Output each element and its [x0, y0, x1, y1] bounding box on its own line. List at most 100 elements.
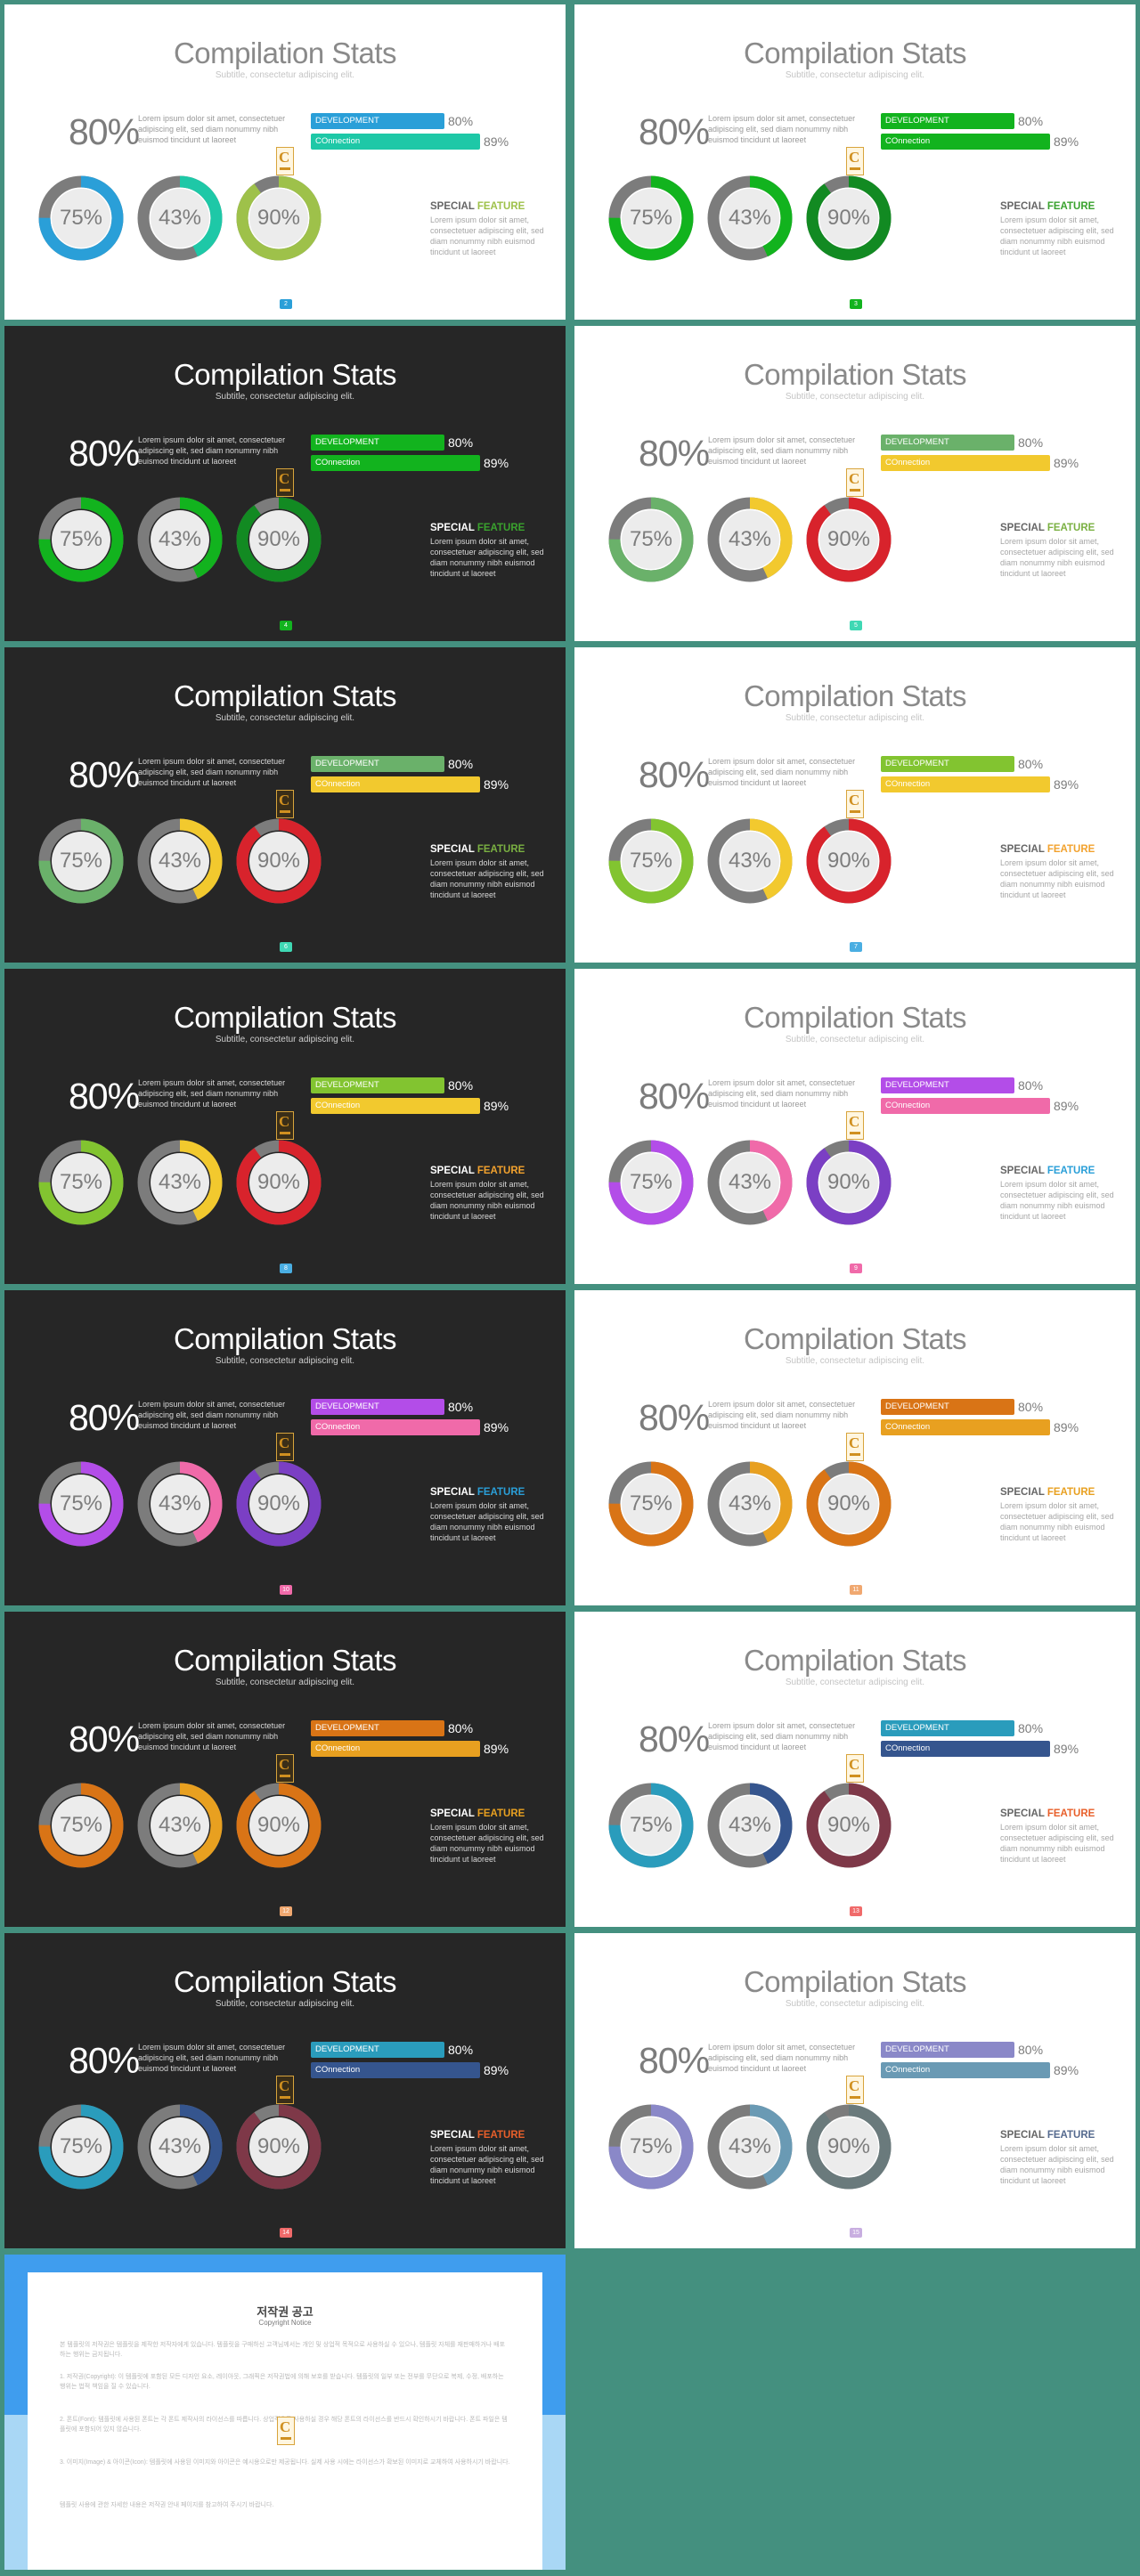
- brand-logo-icon: C: [276, 1433, 294, 1461]
- slide-2[interactable]: Compilation Stats Subtitle, consectetur a…: [4, 4, 566, 320]
- slide-13[interactable]: Compilation Stats Subtitle, consectetur a…: [574, 1612, 1136, 1927]
- stat-description: Lorem ipsum dolor sit amet, consectetuer…: [138, 1400, 286, 1430]
- slide-subtitle: Subtitle, consectetur adipiscing elit.: [785, 1356, 925, 1366]
- slide-5[interactable]: Compilation Stats Subtitle, consectetur a…: [574, 326, 1136, 641]
- connection-percentage: 89%: [1054, 134, 1079, 149]
- slide-7[interactable]: Compilation Stats Subtitle, consectetur a…: [574, 647, 1136, 963]
- donut-label: 75%: [629, 2134, 673, 2158]
- brand-logo-icon: C: [276, 2076, 294, 2104]
- donut-label: 90%: [826, 206, 871, 230]
- brand-logo-icon: C: [276, 1111, 294, 1140]
- donut-hole: [721, 1475, 779, 1533]
- donut-arc: [707, 497, 793, 582]
- slide-12[interactable]: Compilation Stats Subtitle, consectetur a…: [4, 1612, 566, 1927]
- donut-chart: 90%: [236, 1140, 322, 1225]
- slide-title: Compilation Stats: [173, 1644, 397, 1677]
- brand-logo-icon: C: [846, 790, 864, 818]
- donut-hole: [721, 510, 779, 569]
- donut-chart: 90%: [236, 818, 322, 904]
- development-percentage: 80%: [1018, 1721, 1044, 1735]
- donut-hole: [622, 2117, 680, 2176]
- donut-chart: 43%: [707, 1783, 793, 1868]
- donut-label: 43%: [158, 849, 202, 873]
- slide-subtitle: Subtitle, consectetur adipiscing elit.: [215, 1999, 355, 2009]
- donut-chart: 75%: [38, 818, 124, 904]
- donut-chart: 90%: [236, 497, 322, 582]
- slide-11[interactable]: Compilation Stats Subtitle, consectetur a…: [574, 1290, 1136, 1605]
- notice-paragraph: 1. 저작권(Copyright): 이 템플릿에 포함된 모든 디자인 요소,…: [60, 2374, 504, 2390]
- brand-logo-icon: C: [276, 468, 294, 497]
- donut-hole: [622, 1796, 680, 1855]
- donut-chart: 75%: [608, 1783, 694, 1868]
- donut-chart: 43%: [707, 1140, 793, 1225]
- donut-arc: [236, 2104, 322, 2190]
- donut-label: 43%: [728, 1491, 772, 1516]
- donut-label: 90%: [826, 2134, 871, 2158]
- donut-label: 43%: [158, 1170, 202, 1194]
- brand-logo-icon: C: [276, 147, 294, 175]
- page-number-badge: 10: [280, 1585, 292, 1595]
- donut-chart: 75%: [38, 497, 124, 582]
- donut-hole: [52, 510, 110, 569]
- donut-chart: 90%: [806, 1783, 892, 1868]
- special-feature-heading: SPECIAL FEATURE: [1000, 1808, 1095, 1819]
- donut-hole: [151, 1796, 209, 1855]
- connection-bar: COnnection: [881, 1741, 1050, 1757]
- slide-10[interactable]: Compilation Stats Subtitle, consectetur a…: [4, 1290, 566, 1605]
- special-word: SPECIAL: [1000, 1166, 1045, 1176]
- donut-label: 90%: [256, 2134, 301, 2158]
- donut-hole: [819, 832, 878, 890]
- donut-chart: 75%: [608, 2104, 694, 2190]
- feature-word: FEATURE: [476, 1487, 525, 1498]
- slide-6[interactable]: Compilation Stats Subtitle, consectetur a…: [4, 647, 566, 963]
- donut-label: 90%: [256, 1491, 301, 1516]
- special-feature-heading: SPECIAL FEATURE: [430, 1487, 525, 1498]
- donut-arc: [608, 2104, 694, 2190]
- donut-arc: [806, 2104, 892, 2190]
- slide-subtitle: Subtitle, consectetur adipiscing elit.: [785, 392, 925, 402]
- donut-hole: [151, 1153, 209, 1212]
- slide-4[interactable]: Compilation Stats Subtitle, consectetur a…: [4, 326, 566, 641]
- development-bar: DEVELOPMENT: [311, 435, 444, 451]
- big-percentage: 80%: [69, 754, 140, 795]
- stat-description: Lorem ipsum dolor sit amet, consectetuer…: [708, 1078, 856, 1109]
- donut-hole: [622, 1475, 680, 1533]
- donut-arc: [806, 818, 892, 904]
- donut-arc: [236, 1783, 322, 1868]
- connection-bar: COnnection: [881, 134, 1050, 150]
- donut-hole: [249, 1475, 308, 1533]
- stat-description: Lorem ipsum dolor sit amet, consectetuer…: [138, 1721, 286, 1751]
- slide-15[interactable]: Compilation Stats Subtitle, consectetur a…: [574, 1933, 1136, 2248]
- feature-word: FEATURE: [476, 1166, 525, 1176]
- slide-14[interactable]: Compilation Stats Subtitle, consectetur a…: [4, 1933, 566, 2248]
- development-bar: DEVELOPMENT: [311, 1399, 444, 1415]
- big-percentage: 80%: [69, 1397, 140, 1438]
- slide-subtitle: Subtitle, consectetur adipiscing elit.: [785, 1678, 925, 1687]
- donut-label: 75%: [629, 206, 673, 230]
- stat-description: Lorem ipsum dolor sit amet, consectetuer…: [708, 435, 856, 466]
- feature-word: FEATURE: [1046, 1487, 1095, 1498]
- donut-hole: [52, 2117, 110, 2176]
- slide-8[interactable]: Compilation Stats Subtitle, consectetur a…: [4, 969, 566, 1284]
- donut-arc: [608, 1140, 694, 1225]
- slide-title: Compilation Stats: [173, 679, 397, 712]
- donut-hole: [721, 832, 779, 890]
- development-percentage: 80%: [448, 1721, 474, 1735]
- donut-arc: [137, 1140, 223, 1225]
- stat-description: Lorem ipsum dolor sit amet, consectetuer…: [708, 1400, 856, 1430]
- special-feature-heading: SPECIAL FEATURE: [430, 1166, 525, 1176]
- donut-chart: 43%: [137, 2104, 223, 2190]
- special-feature-heading: SPECIAL FEATURE: [430, 1808, 525, 1819]
- donut-chart: 43%: [137, 1461, 223, 1547]
- donut-arc: [38, 497, 124, 582]
- feature-word: FEATURE: [476, 523, 525, 533]
- donut-arc: [236, 497, 322, 582]
- donut-chart: 75%: [608, 1461, 694, 1547]
- development-percentage: 80%: [1018, 2043, 1044, 2057]
- page-number-badge: 2: [280, 299, 292, 309]
- connection-bar: COnnection: [311, 1098, 480, 1114]
- slide-3[interactable]: Compilation Stats Subtitle, consectetur a…: [574, 4, 1136, 320]
- donut-chart: 75%: [38, 175, 124, 261]
- big-percentage: 80%: [639, 2040, 710, 2081]
- slide-9[interactable]: Compilation Stats Subtitle, consectetur a…: [574, 969, 1136, 1284]
